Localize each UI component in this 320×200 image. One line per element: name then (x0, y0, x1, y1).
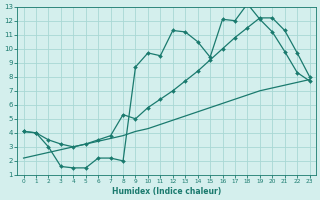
X-axis label: Humidex (Indice chaleur): Humidex (Indice chaleur) (112, 187, 221, 196)
